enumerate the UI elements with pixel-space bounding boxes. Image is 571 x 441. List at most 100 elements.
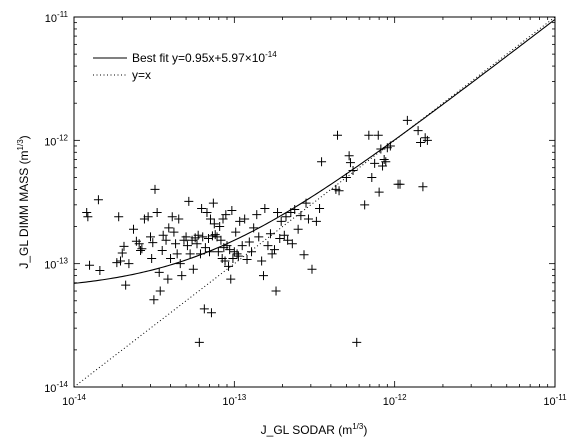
data-point [267, 249, 277, 259]
data-point [117, 248, 127, 258]
data-point [82, 207, 92, 217]
data-point [161, 235, 171, 245]
data-point [206, 308, 216, 318]
data-point [174, 214, 184, 224]
data-point [175, 259, 185, 269]
data-point [299, 250, 309, 260]
data-point [114, 212, 124, 222]
data-point [166, 254, 176, 264]
data-point [208, 198, 218, 208]
data-point [416, 138, 426, 148]
x-axis-label: J_GL SODAR (m1/3​) [261, 422, 368, 437]
data-point [376, 144, 386, 154]
data-point [231, 227, 241, 237]
plot-frame [73, 16, 556, 388]
data-point [225, 245, 235, 255]
data-point [254, 232, 264, 242]
data-point [157, 245, 167, 255]
data-point [184, 196, 194, 206]
data-point [422, 135, 432, 145]
data-point [360, 200, 370, 210]
data-point [281, 212, 291, 222]
x-tick-label: 10-11​ [543, 393, 567, 408]
data-point [275, 233, 285, 243]
data-point [192, 239, 202, 249]
data-point [205, 214, 215, 224]
data-point [252, 210, 262, 220]
data-point [237, 241, 247, 251]
data-point [227, 205, 237, 215]
data-point [296, 211, 306, 221]
data-point [344, 151, 354, 161]
data-point [134, 239, 144, 249]
data-point [171, 239, 181, 249]
data-point [317, 157, 327, 167]
data-point [197, 204, 207, 214]
data-point [164, 223, 174, 233]
data-point [263, 241, 273, 251]
data-point [148, 238, 158, 248]
data-point [276, 216, 286, 226]
legend: Best fit y=0.95x+5.97×10-14​ y=x [93, 50, 277, 82]
plot-area [74, 17, 555, 387]
data-point [260, 204, 270, 214]
data-point [181, 232, 191, 242]
data-point [257, 256, 267, 266]
data-point [364, 130, 374, 140]
data-point [293, 224, 303, 234]
data-point [233, 251, 243, 261]
data-point [379, 154, 389, 164]
data-point [150, 184, 160, 194]
data-point [373, 130, 383, 140]
data-point [287, 239, 297, 249]
data-point [413, 126, 423, 136]
data-point [352, 337, 362, 347]
data-point [249, 223, 259, 233]
data-point [177, 271, 187, 281]
data-point [167, 212, 177, 222]
data-point [155, 286, 165, 296]
data-point [200, 243, 210, 253]
data-point [216, 235, 226, 245]
data-point [367, 172, 377, 182]
data-point [185, 249, 195, 259]
data-point [193, 230, 203, 240]
data-point [83, 212, 93, 222]
data-point [279, 230, 289, 240]
data-point [247, 247, 257, 257]
data-point [301, 198, 311, 208]
data-point [169, 227, 179, 237]
y-tick-label: 10-14​ [44, 380, 68, 395]
data-point [149, 295, 159, 305]
data-point [311, 216, 321, 226]
y-tick-label: 10-12​ [44, 133, 68, 148]
data-point [290, 204, 300, 214]
data-point [381, 157, 391, 167]
data-point [370, 158, 380, 168]
data-point [235, 216, 245, 226]
data-point [139, 214, 149, 224]
data-point [154, 267, 164, 277]
data-point [158, 230, 168, 240]
data-point [271, 286, 281, 296]
data-point [188, 264, 198, 274]
data-point [269, 245, 279, 255]
y-tick-label: 10-11​ [45, 10, 69, 25]
data-point [93, 195, 103, 205]
x-tick-label: 10-12​ [383, 393, 407, 408]
data-point [345, 158, 355, 168]
data-point [202, 207, 212, 217]
data-point [121, 280, 131, 290]
data-point [145, 232, 155, 242]
data-point [147, 254, 157, 264]
data-point [283, 235, 293, 245]
data-point [213, 247, 223, 257]
data-point [198, 232, 208, 242]
data-point [395, 179, 405, 189]
data-point [119, 241, 129, 251]
data-point [334, 186, 344, 196]
data-point [210, 230, 220, 240]
data-point [194, 337, 204, 347]
data-point [215, 222, 225, 232]
data-point [226, 274, 236, 284]
